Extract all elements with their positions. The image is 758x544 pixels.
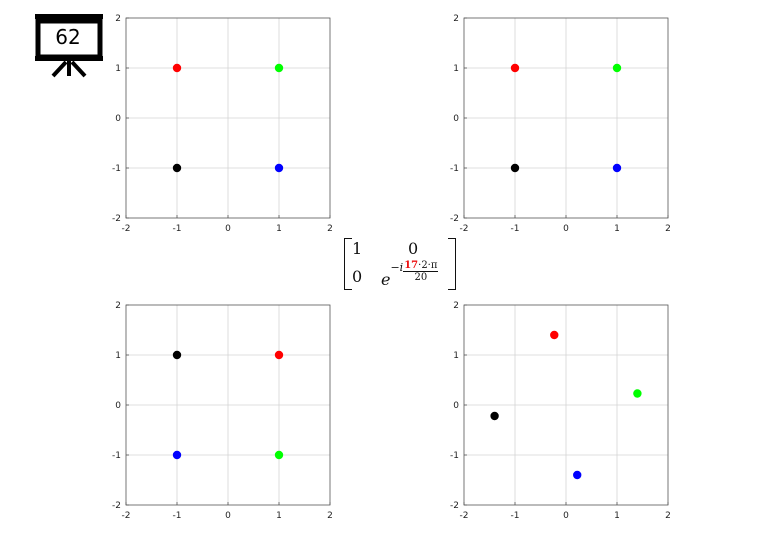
x-tick-label: -1 xyxy=(511,224,520,234)
exp-sign: −i xyxy=(390,261,404,274)
y-tick-label: 1 xyxy=(453,351,459,361)
x-tick-label: 1 xyxy=(276,224,282,234)
matrix-cell-11: 1 xyxy=(352,239,363,258)
x-tick-label: 2 xyxy=(665,224,671,234)
y-tick-label: 0 xyxy=(453,114,459,124)
y-tick-label: 2 xyxy=(453,301,459,311)
y-tick-label: -1 xyxy=(112,164,121,174)
y-tick-label: -1 xyxy=(450,164,459,174)
exp-numerator-highlight: 17 xyxy=(404,260,419,271)
point-green xyxy=(612,63,622,73)
x-tick-label: -2 xyxy=(122,511,131,521)
y-tick-label: 2 xyxy=(453,14,459,24)
x-tick-label: -2 xyxy=(460,224,469,234)
point-blue xyxy=(573,470,582,480)
exp-fraction: 17·2·π 20 xyxy=(403,260,439,283)
y-tick-label: 0 xyxy=(115,114,121,124)
x-tick-label: 2 xyxy=(327,224,333,234)
x-tick-label: -2 xyxy=(122,224,131,234)
matrix-left-bracket xyxy=(344,238,352,290)
y-tick-label: 1 xyxy=(453,64,459,74)
x-tick-label: 1 xyxy=(276,511,282,521)
x-tick-label: -1 xyxy=(511,511,520,521)
point-blue xyxy=(274,163,284,173)
y-tick-label: -1 xyxy=(450,451,459,461)
point-blue xyxy=(612,163,622,173)
exp-numerator: 17·2·π xyxy=(403,260,439,272)
y-tick-label: 2 xyxy=(115,301,121,311)
y-tick-label: -1 xyxy=(112,451,121,461)
matrix-cell-22: e−i 17·2·π 20 xyxy=(381,260,439,288)
y-tick-label: -2 xyxy=(450,214,459,224)
x-tick-label: -1 xyxy=(173,511,182,521)
scatter-panel-4: -2 -1 0 1 2 2 1 0 -1 -2 xyxy=(450,301,671,521)
exp-base: e xyxy=(381,270,391,289)
point-black xyxy=(490,411,499,421)
exp-denominator: 20 xyxy=(414,272,428,283)
point-red xyxy=(172,63,182,73)
x-tick-label: 1 xyxy=(614,511,620,521)
presentation-board-icon xyxy=(35,14,103,78)
point-black xyxy=(172,350,182,360)
y-tick-label: 1 xyxy=(115,351,121,361)
point-red xyxy=(550,330,559,340)
exp-numerator-rest: ·2·π xyxy=(418,260,438,271)
x-tick-label: 0 xyxy=(225,511,231,521)
point-blue xyxy=(172,450,182,460)
scatter-panel-3: -2 -1 0 1 2 2 1 0 -1 -2 xyxy=(112,301,333,521)
x-tick-label: -1 xyxy=(173,224,182,234)
x-tick-label: 0 xyxy=(563,224,569,234)
scatter-panel-2: -2 -1 0 1 2 2 1 0 -1 -2 xyxy=(450,14,671,234)
x-tick-label: 1 xyxy=(614,224,620,234)
point-red xyxy=(510,63,520,73)
y-tick-label: -2 xyxy=(112,501,121,511)
matrix-cell-12: 0 xyxy=(408,239,419,258)
slide-number: 62 xyxy=(55,25,81,49)
x-tick-label: 2 xyxy=(327,511,333,521)
point-red xyxy=(274,350,284,360)
point-black xyxy=(172,163,182,173)
matrix-cell-21: 0 xyxy=(352,267,363,286)
point-green xyxy=(633,389,642,398)
scatter-panel-1: -2 -1 0 1 2 2 1 0 -1 -2 xyxy=(112,14,333,234)
y-tick-label: 0 xyxy=(115,401,121,411)
y-tick-label: 0 xyxy=(453,401,459,411)
y-tick-label: -2 xyxy=(450,501,459,511)
y-tick-label: 2 xyxy=(115,14,121,24)
x-tick-label: 0 xyxy=(225,224,231,234)
phase-matrix: 1 0 0 e−i 17·2·π 20 xyxy=(344,238,456,290)
x-tick-label: 0 xyxy=(563,511,569,521)
point-black xyxy=(510,163,520,173)
exponent: −i 17·2·π 20 xyxy=(390,260,439,283)
x-tick-label: 2 xyxy=(665,511,671,521)
point-green xyxy=(274,450,284,460)
matrix-right-bracket xyxy=(448,238,456,290)
point-green xyxy=(274,63,284,73)
x-tick-label: -2 xyxy=(460,511,469,521)
y-tick-label: -2 xyxy=(112,214,121,224)
y-tick-label: 1 xyxy=(115,64,121,74)
